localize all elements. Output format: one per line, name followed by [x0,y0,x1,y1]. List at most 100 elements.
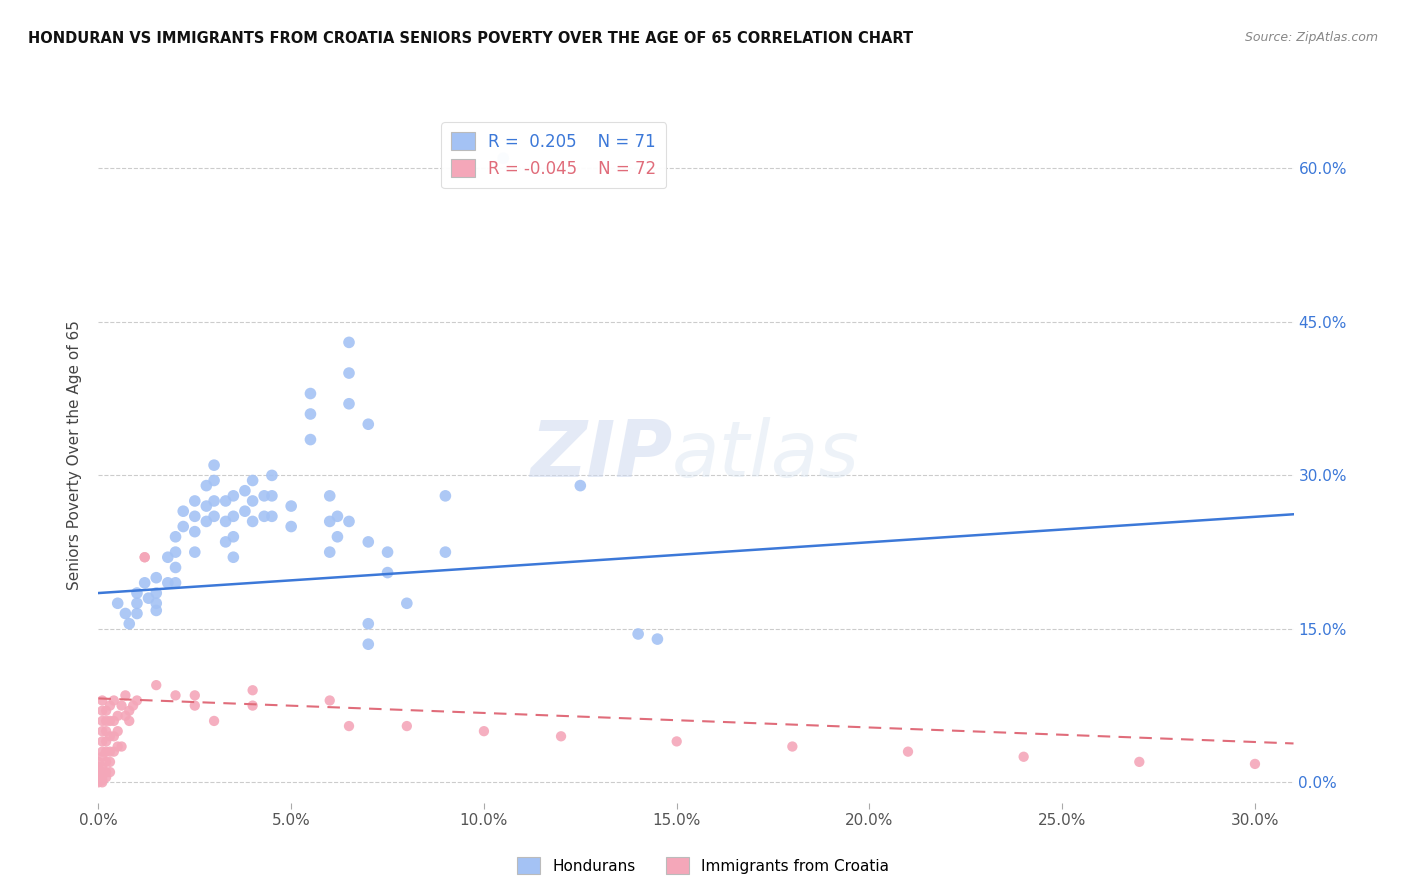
Point [1012,749,1035,764]
Text: atlas: atlas [672,417,860,493]
Point [1128,755,1150,769]
Point [165,689,187,703]
Point [214,535,236,549]
Point [94,770,117,784]
Point [260,509,283,524]
Point [103,714,125,728]
Point [357,417,380,432]
Point [98,729,121,743]
Point [184,524,207,539]
Point [242,698,264,713]
Point [222,550,245,565]
Point [434,489,457,503]
Point [110,739,132,754]
Legend: R =  0.205    N = 71, R = -0.045    N = 72: R = 0.205 N = 71, R = -0.045 N = 72 [441,122,666,188]
Point [222,530,245,544]
Point [87,755,110,769]
Point [233,504,256,518]
Point [110,698,132,713]
Legend: Hondurans, Immigrants from Croatia: Hondurans, Immigrants from Croatia [510,851,896,880]
Point [214,494,236,508]
Point [202,458,225,472]
Point [233,483,256,498]
Point [107,708,129,723]
Point [118,616,141,631]
Point [165,560,187,574]
Point [665,734,688,748]
Point [145,586,167,600]
Point [253,489,276,503]
Point [319,545,342,559]
Point [98,745,121,759]
Point [260,489,283,503]
Point [1244,756,1267,771]
Point [107,724,129,739]
Point [134,550,156,565]
Point [94,755,117,769]
Point [87,770,110,784]
Point [94,745,117,759]
Point [492,151,515,165]
Point [94,765,117,780]
Point [299,386,322,401]
Point [319,515,342,529]
Point [87,760,110,774]
Point [125,586,148,600]
Point [165,545,187,559]
Point [184,494,207,508]
Point [94,714,117,728]
Point [195,499,218,513]
Point [125,693,148,707]
Point [91,770,114,784]
Point [138,591,160,606]
Point [122,698,145,713]
Point [114,689,136,703]
Point [118,704,141,718]
Point [184,689,207,703]
Point [134,575,156,590]
Point [337,719,360,733]
Point [395,596,418,610]
Point [337,515,360,529]
Point [145,596,167,610]
Point [472,724,495,739]
Point [91,760,114,774]
Point [94,724,117,739]
Text: ZIP: ZIP [530,417,672,493]
Point [202,494,225,508]
Point [156,550,179,565]
Point [326,509,349,524]
Point [103,729,125,743]
Point [782,739,804,754]
Point [242,474,264,488]
Point [98,698,121,713]
Point [103,745,125,759]
Point [87,765,110,780]
Point [299,407,322,421]
Point [242,515,264,529]
Point [202,714,225,728]
Point [242,683,264,698]
Point [260,468,283,483]
Point [377,545,399,559]
Point [125,607,148,621]
Point [91,745,114,759]
Point [202,474,225,488]
Point [98,714,121,728]
Point [87,772,110,787]
Point [87,773,110,788]
Point [337,397,360,411]
Point [172,519,194,533]
Point [337,366,360,380]
Point [87,775,110,789]
Point [94,704,117,718]
Point [91,773,114,788]
Text: HONDURAN VS IMMIGRANTS FROM CROATIA SENIORS POVERTY OVER THE AGE OF 65 CORRELATI: HONDURAN VS IMMIGRANTS FROM CROATIA SENI… [28,31,914,46]
Point [91,775,114,789]
Point [195,478,218,492]
Point [91,765,114,780]
Point [184,509,207,524]
Point [134,550,156,565]
Point [202,509,225,524]
Point [326,530,349,544]
